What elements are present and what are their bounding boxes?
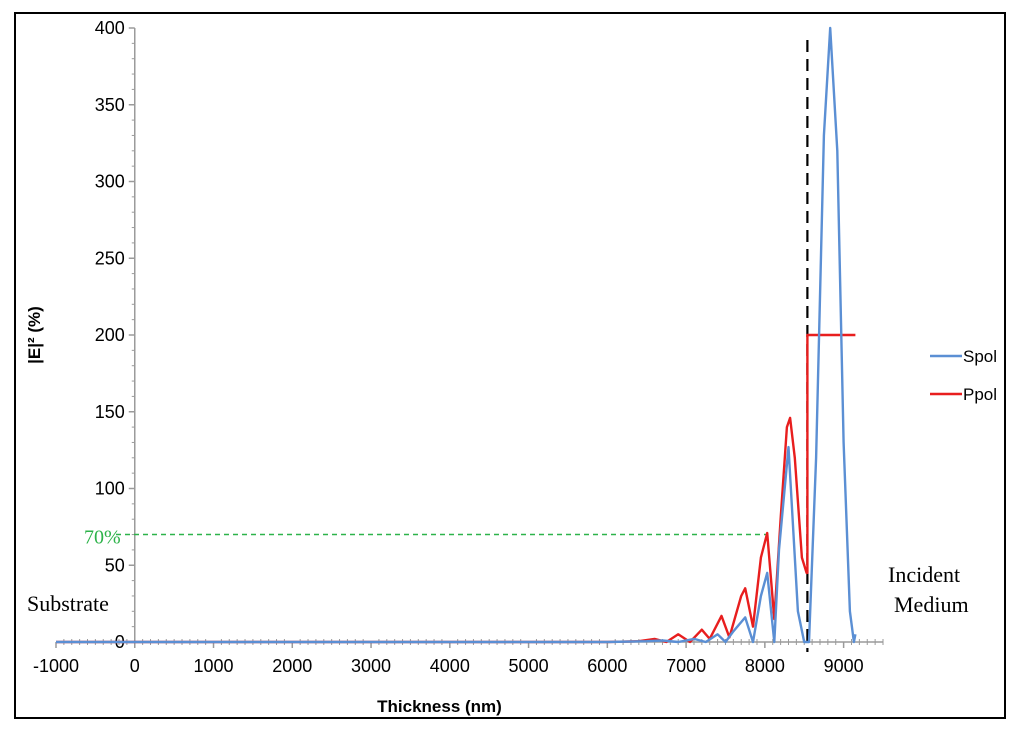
y-tick-label: 50 <box>105 555 125 575</box>
y-tick-label: 100 <box>95 479 125 499</box>
axes <box>56 28 883 643</box>
x-tick-label: 3000 <box>351 656 391 676</box>
x-tick-label: 7000 <box>666 656 706 676</box>
x-tick-label: 9000 <box>824 656 864 676</box>
x-tick-label: 4000 <box>430 656 470 676</box>
threshold-label: 70% <box>84 527 121 549</box>
y-tick-label: 250 <box>95 248 125 268</box>
x-tick-label: 0 <box>130 656 140 676</box>
y-tick-label: 200 <box>95 325 125 345</box>
y-tick-label: 350 <box>95 95 125 115</box>
incident-label-line1: Incident <box>888 562 960 587</box>
annotations: 70% Substrate Incident Medium <box>27 40 969 652</box>
legend: Spol Ppol <box>930 347 997 404</box>
x-tick-label: 8000 <box>745 656 785 676</box>
x-axis-title: Thickness (nm) <box>377 697 502 716</box>
x-tick-label: -1000 <box>33 656 79 676</box>
y-tick-label: 400 <box>95 18 125 38</box>
y-tick-label: 150 <box>95 402 125 422</box>
x-tick-label: 5000 <box>509 656 549 676</box>
series-line-ppol <box>56 333 856 644</box>
legend-label-spol: Spol <box>963 347 997 366</box>
x-ticks: -1000 0 1000 2000 3000 4000 5000 6000 7000 8000 90… <box>33 642 864 676</box>
x-tick-label: 1000 <box>194 656 234 676</box>
x-tick-label: 6000 <box>587 656 627 676</box>
y-tick-label: 300 <box>95 172 125 192</box>
chart-frame <box>14 12 1006 719</box>
incident-label-line2: Medium <box>894 592 969 617</box>
series <box>56 26 857 644</box>
y-axis-title: |E|² (%) <box>25 306 44 364</box>
series-line-spol <box>56 26 857 644</box>
legend-label-ppol: Ppol <box>963 385 997 404</box>
substrate-label: Substrate <box>27 591 109 616</box>
x-tick-label: 2000 <box>272 656 312 676</box>
